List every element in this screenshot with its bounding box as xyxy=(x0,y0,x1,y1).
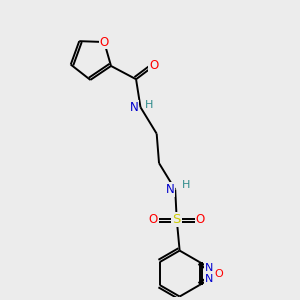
Text: N: N xyxy=(166,183,174,196)
Text: H: H xyxy=(182,180,190,190)
Text: O: O xyxy=(149,59,158,73)
Text: O: O xyxy=(215,268,224,279)
Text: S: S xyxy=(172,213,181,226)
Text: O: O xyxy=(196,213,205,226)
Text: O: O xyxy=(100,35,109,49)
Text: N: N xyxy=(130,101,138,114)
Text: O: O xyxy=(148,213,158,226)
Text: N: N xyxy=(205,263,214,273)
Text: H: H xyxy=(145,100,153,110)
Text: N: N xyxy=(205,274,214,284)
